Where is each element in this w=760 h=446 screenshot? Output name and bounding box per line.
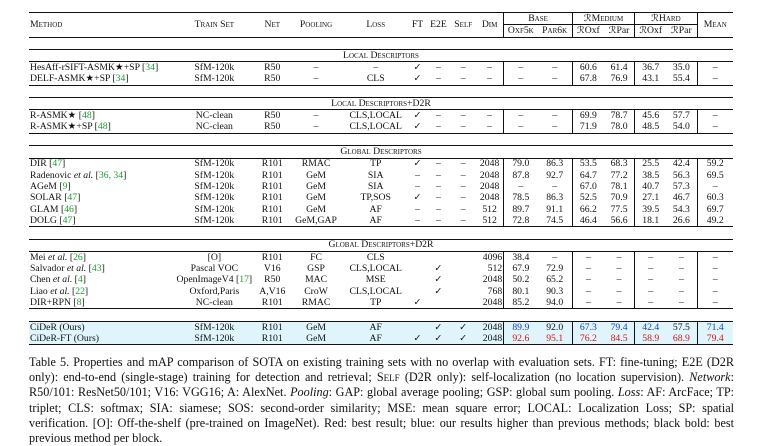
col-dim: Dim: [481, 18, 498, 30]
col-rpar-hard: ℛPar: [671, 25, 692, 37]
table-row: Chen et al. [4] OpenImageV4 [17] R50 MAC MS…: [29, 274, 733, 286]
table-row: DELF-ASMK★+SP [34] SfM-120k R50– CLS ✓ – – – …: [29, 73, 733, 86]
col-e2e: E2E: [430, 18, 447, 30]
table-row: AGeM [9] SfM-120k R101 GeM SIA – – –2048 – – 6…: [29, 181, 733, 193]
table-row: Radenovic et al. [36, 34] SfM-120k R101 Ge…: [29, 169, 733, 182]
col-net: Net: [264, 18, 281, 30]
table-row: Salvador et al. [43] Pascal VOC V16 GSP CLS…: [29, 263, 733, 275]
col-ft: FT: [411, 18, 424, 30]
section-local-d2r: Local Descriptors+D2R: [29, 97, 733, 111]
col-roxf-hard: ℛOxf: [634, 24, 667, 38]
table-row: GLAM [46] SfM-120k R101 GeM AF – – –512 89.7 9…: [29, 203, 733, 216]
table-row-ours: CiDeR (Ours) SfM-120k R101 GeM AF ✓ ✓ 2048 89…: [29, 321, 733, 334]
col-method: Method: [30, 18, 63, 30]
table-row: Liao et al. [22] Oxford,Paris A,V16 CroW CL…: [29, 285, 733, 298]
col-loss: Loss: [366, 18, 386, 30]
col-train-set: Train Set: [194, 18, 235, 30]
col-oxf5k: Oxf5k: [503, 24, 538, 38]
col-rpar-medium: ℛPar: [608, 25, 630, 37]
table-row: DIR+RPN [8] NC-clean R101 RMAC TP ✓ 2048 85.…: [29, 297, 733, 309]
table-row: SOLAR [47] SfM-120k R101 GeM TP,SOS ✓ – –2048…: [29, 192, 733, 204]
results-table: Method Train Set Net Pooling Loss FT E2E…: [29, 12, 733, 345]
table-row: R-ASMK★+SP [48] NC-clean R50– CLS,LOCAL ✓ –…: [29, 121, 733, 134]
table-row: R-ASMK★ [48] NC-clean R50– CLS,LOCAL ✓ – – – …: [29, 109, 733, 122]
section-global-d2r: Global Descriptors+D2R: [29, 238, 733, 252]
col-base: Base: [503, 12, 573, 26]
table-caption: Table 5. Properties and mAP comparison o…: [29, 355, 735, 446]
col-mean: Mean: [696, 12, 733, 38]
table-row-ours-ft: CiDeR-FT (Ours) SfM-120k R101 GeM AF ✓ ✓ ✓ 204…: [29, 333, 733, 345]
section-global: Global Descriptors: [29, 145, 733, 159]
col-roxf-medium: ℛOxf: [571, 24, 604, 38]
table-figure: Method Train Set Net Pooling Loss FT E2E…: [29, 12, 734, 445]
table-row: DIR [47] SfM-120k R101 RMAC TP ✓ – –2048 79.0…: [29, 158, 733, 170]
table-row: HesAff-rSIFT-ASMK★+SP [34] SfM-120k R50– –…: [29, 61, 733, 74]
table-row: DOLG [47] SfM-120k R101 GeM,GAP AF – – –512 7…: [29, 215, 733, 227]
table-row: Mei et al. [26] [O] R101 FC CLS 4096 38.4– …: [29, 251, 733, 264]
col-rhard: ℛHard: [634, 12, 698, 26]
col-self: Self: [454, 18, 473, 30]
header-row-2: Oxf5k Par6k ℛOxf ℛPar ℛOxf ℛPar: [29, 24, 733, 38]
section-local: Local Descriptors: [29, 48, 733, 63]
col-pooling: Pooling: [299, 18, 333, 30]
col-rmedium: ℛMedium: [571, 12, 635, 26]
header-row-1: Method Train Set Net Pooling Loss FT E2E…: [29, 12, 733, 38]
col-par6k: Par6k: [542, 25, 568, 37]
